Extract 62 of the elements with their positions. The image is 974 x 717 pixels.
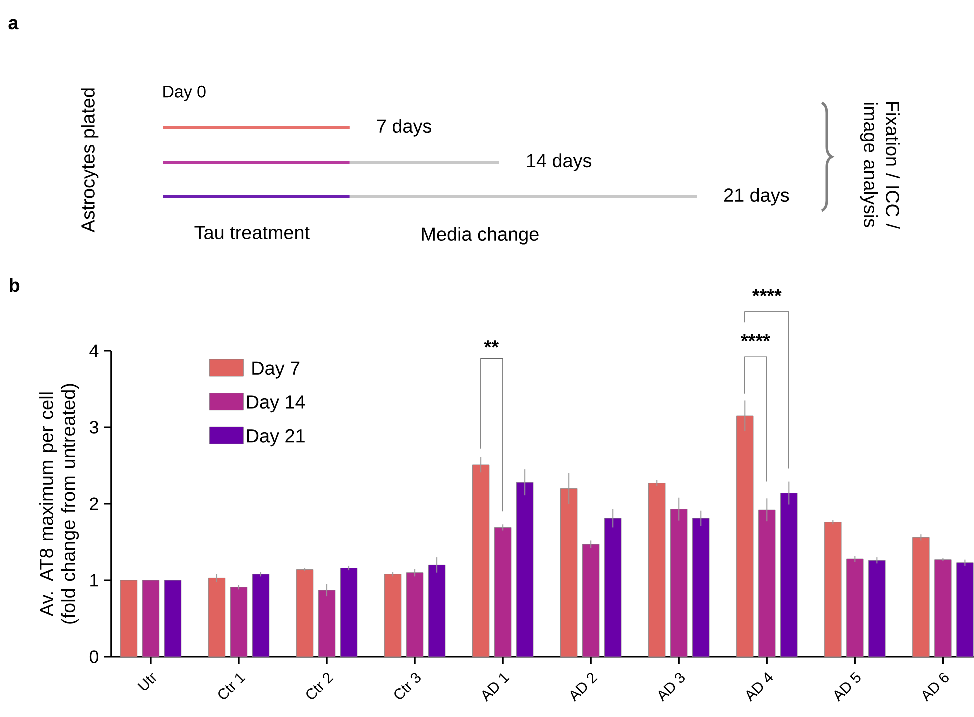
bar (208, 578, 226, 658)
annotation: 7 days (377, 119, 432, 137)
bar (164, 580, 182, 658)
bar (736, 416, 754, 658)
bar (868, 560, 886, 658)
x-tick-label: Utr (138, 673, 156, 690)
bar (252, 574, 270, 658)
x-tick-label: AD 4 (746, 672, 774, 702)
bar (384, 574, 402, 658)
bar (142, 580, 160, 658)
text: **** (741, 334, 770, 342)
y-tick-label: 2 (90, 498, 98, 510)
bar (912, 537, 930, 658)
text: Fixation / ICC / image analysis (860, 102, 900, 230)
text: Tau treatment (194, 226, 310, 240)
bar (494, 528, 512, 658)
y-tick-label: 0 (90, 650, 99, 664)
bar (582, 544, 600, 658)
bar (318, 590, 336, 658)
bar (560, 488, 578, 658)
text: b (10, 278, 20, 292)
x-tick-label: Ctr 2 (306, 673, 334, 700)
y-axis-title: Astrocytes plated (81, 88, 99, 233)
y-tick-label: 4 (90, 344, 99, 358)
text: ** (484, 340, 499, 348)
bar (428, 565, 446, 658)
bar (846, 558, 864, 658)
x-tick-label: AD 6 (922, 673, 949, 702)
text: a (8, 19, 19, 30)
bar (406, 572, 424, 658)
y-tick-label: 1 (90, 574, 98, 587)
legend-label: Day 7 (252, 362, 300, 379)
bar (604, 518, 622, 658)
text: **** (752, 289, 782, 296)
bar (230, 587, 248, 658)
bar (516, 482, 534, 658)
legend-label: Day 14 (247, 396, 306, 413)
bar (472, 464, 490, 658)
bar (692, 518, 710, 658)
legend-label: Day 21 (247, 429, 305, 447)
y-tick-label: 3 (90, 421, 98, 434)
bar (648, 483, 666, 658)
x-tick-label: Ctr 1 (218, 674, 246, 700)
bar (780, 493, 798, 658)
bar (758, 510, 776, 658)
text: Day 0 (164, 86, 206, 102)
x-tick-label: Ctr 3 (394, 673, 421, 700)
bar (956, 562, 974, 658)
x-tick-label: AD 3 (658, 673, 685, 702)
bar (934, 560, 952, 658)
bar (296, 570, 314, 658)
text: Media change (422, 227, 539, 245)
bar (670, 509, 688, 658)
bar (340, 568, 358, 658)
text: 21 days (724, 188, 790, 206)
bar (120, 580, 138, 658)
annotation: 14 days (527, 154, 592, 172)
x-tick-label: AD 1 (482, 674, 510, 702)
y-axis-title: Av. AT8 maximum per cell (fold change from untreated) (40, 384, 80, 624)
x-tick-label: AD 2 (570, 673, 598, 702)
x-tick-label: AD 5 (834, 672, 861, 702)
bar (824, 522, 842, 658)
